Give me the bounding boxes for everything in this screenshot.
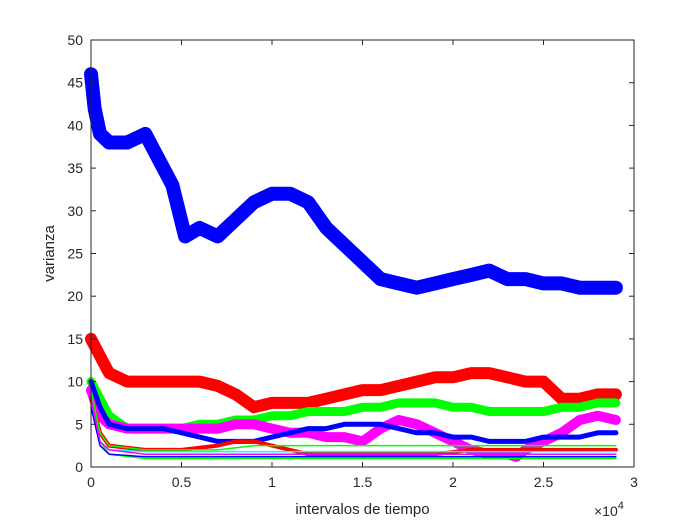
x-tick-label: 0 — [87, 474, 95, 490]
series-line-1 — [84, 67, 623, 295]
y-tick-label: 15 — [67, 331, 83, 347]
series-layer — [84, 67, 623, 462]
y-tick-label: 40 — [67, 117, 83, 133]
y-tick-label: 0 — [75, 459, 83, 475]
x-tick-label: 2 — [449, 474, 457, 490]
series-line-7 — [90, 389, 617, 451]
y-tick-label: 5 — [75, 416, 83, 432]
series-line-10 — [90, 406, 617, 458]
series-line-8 — [90, 397, 617, 460]
series-line-11 — [90, 397, 617, 455]
y-tick-label: 20 — [67, 288, 83, 304]
x-tick-label: 2.5 — [534, 474, 554, 490]
x-tick-label: 1 — [268, 474, 276, 490]
y-tick-label: 30 — [67, 203, 83, 219]
series-line-9 — [90, 406, 617, 453]
y-tick-label: 10 — [67, 374, 83, 390]
x-exponent-label: ×104 — [594, 500, 624, 519]
x-tick-label: 0.5 — [172, 474, 192, 490]
y-tick-label: 35 — [67, 160, 83, 176]
x-tick-label: 3 — [630, 474, 638, 490]
x-axis-label: intervalos de tiempo — [295, 501, 429, 518]
y-tick-label: 45 — [67, 75, 83, 91]
y-tick-label: 50 — [67, 32, 83, 48]
x-tick-label: 1.5 — [353, 474, 373, 490]
y-axis-label: varianza — [41, 224, 58, 281]
y-tick-label: 25 — [67, 246, 83, 262]
series-line-5 — [88, 379, 619, 444]
series-line-2 — [85, 332, 622, 414]
